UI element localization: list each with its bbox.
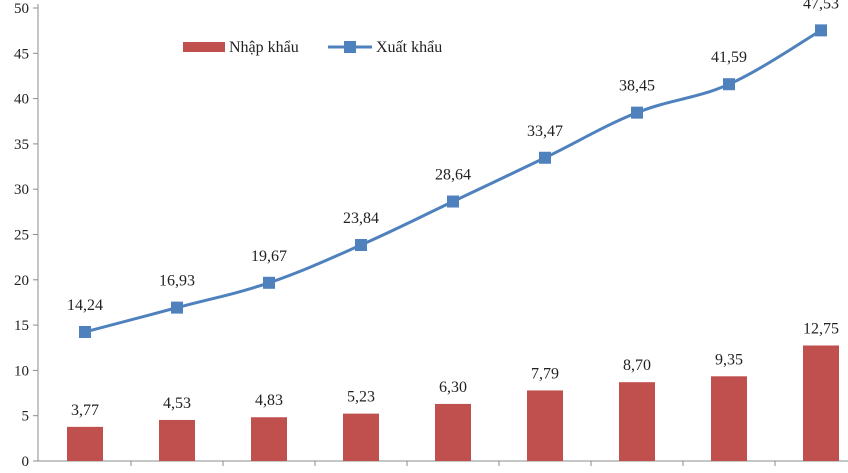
y-tick-label: 40 (14, 92, 29, 108)
line-marker (815, 24, 827, 37)
line-data-label: 28,64 (435, 167, 471, 184)
line-marker (171, 301, 183, 314)
line-data-label: 47,53 (803, 0, 839, 12)
bar (251, 417, 287, 461)
bar (619, 382, 655, 461)
y-tick-label: 20 (14, 273, 29, 289)
legend: Nhập khẩu Xuất khẩu (183, 39, 442, 56)
bar-data-label: 6,30 (439, 379, 467, 396)
y-tick-label: 35 (14, 137, 29, 153)
line-data-label: 16,93 (159, 273, 195, 290)
bar (343, 413, 379, 461)
bar-data-label: 4,53 (163, 395, 191, 412)
y-tick-label: 10 (14, 363, 29, 379)
bar (159, 419, 195, 461)
y-tick-label: 5 (22, 409, 30, 425)
legend-label: Xuất khẩu (376, 39, 442, 56)
bar-series-nhap-khau (67, 345, 839, 461)
bar (803, 345, 839, 461)
bar (711, 376, 747, 461)
legend-swatch-bar (183, 42, 225, 52)
y-tick-label: 30 (14, 182, 29, 198)
line-marker (447, 195, 459, 208)
bar-data-label: 7,79 (531, 365, 559, 382)
line-data-label: 41,59 (711, 49, 747, 66)
bar (527, 390, 563, 461)
y-tick-label: 25 (14, 228, 29, 244)
line-marker (263, 276, 275, 289)
line-data-label: 23,84 (343, 210, 379, 227)
y-tick-label: 50 (14, 1, 29, 17)
bar-data-label: 5,23 (347, 389, 375, 406)
bar-data-label: 8,70 (623, 357, 651, 374)
line-data-label: 33,47 (527, 123, 563, 140)
line-marker (723, 78, 735, 91)
line-data-label: 38,45 (619, 78, 655, 95)
bar-data-label: 4,83 (255, 392, 283, 409)
bar-data-label: 3,77 (71, 402, 99, 419)
y-tick-label: 0 (22, 454, 30, 470)
legend-marker (344, 41, 356, 53)
data-labels: 3,77 4,53 4,83 5,23 6,30 7,79 8,70 9,35 12,75 14,… (67, 0, 839, 419)
bar-data-label: 9,35 (715, 351, 743, 368)
line-marker (631, 106, 643, 119)
line-marker (79, 325, 91, 338)
y-tick-label: 15 (14, 318, 29, 334)
line-data-label: 14,24 (67, 297, 103, 314)
legend-label: Nhập khẩu (229, 39, 299, 56)
line-data-label: 19,67 (251, 248, 287, 265)
y-tick-label: 45 (14, 46, 29, 62)
bar (435, 403, 471, 461)
line-marker (355, 239, 367, 252)
bar-data-label: 12,75 (803, 320, 839, 337)
bar (67, 426, 103, 461)
line-marker (539, 151, 551, 164)
line-series-xuat-khau (79, 24, 827, 338)
